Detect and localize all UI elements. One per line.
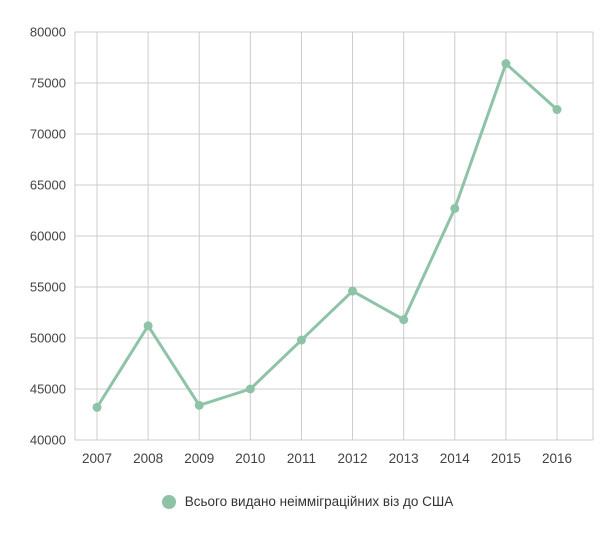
- data-point[interactable]: [552, 105, 562, 115]
- data-point[interactable]: [296, 335, 306, 345]
- x-axis-tick-label: 2014: [440, 451, 471, 466]
- y-axis-tick-label: 55000: [30, 280, 66, 295]
- legend-label: Всього видано неімміграційних віз до США: [184, 494, 454, 509]
- x-axis-tick-label: 2015: [491, 451, 521, 466]
- series-line: [95, 62, 559, 409]
- x-axis-tick-label: 2008: [133, 451, 163, 466]
- x-axis-tick-label: 2010: [235, 451, 265, 466]
- y-axis-tick-label: 70000: [30, 127, 66, 142]
- data-point[interactable]: [399, 315, 409, 325]
- chart-canvas: 40000 45000 50000 55000 60000 65000 70000 75000…: [30, 25, 594, 466]
- y-axis-tick-label: 50000: [30, 331, 66, 346]
- data-point[interactable]: [501, 59, 511, 69]
- data-point[interactable]: [245, 384, 255, 394]
- y-axis-tick-label: 45000: [30, 382, 66, 397]
- y-axis-tick-label: 65000: [30, 178, 66, 193]
- data-point[interactable]: [194, 400, 204, 410]
- y-axis-tick-label: 80000: [30, 25, 66, 40]
- x-axis-tick-label: 2013: [389, 451, 419, 466]
- y-axis-tick-label: 40000: [30, 433, 66, 448]
- data-point[interactable]: [143, 321, 153, 331]
- chart-legend: Всього видано неімміграційних віз до США: [0, 494, 615, 509]
- x-axis-tick-label: 2012: [338, 451, 368, 466]
- x-axis-tick-label: 2007: [82, 451, 112, 466]
- visa-line-chart: 40000 45000 50000 55000 60000 65000 70000 75000…: [0, 25, 615, 509]
- x-axis-tick-label: 2009: [184, 451, 214, 466]
- y-axis-tick-label: 75000: [30, 76, 66, 91]
- legend-swatch-icon: [161, 494, 176, 509]
- data-point[interactable]: [450, 203, 460, 213]
- data-point[interactable]: [92, 402, 102, 412]
- x-axis-tick-label: 2016: [542, 451, 572, 466]
- x-axis-tick-label: 2011: [287, 451, 316, 466]
- data-point[interactable]: [348, 286, 358, 296]
- y-axis-tick-label: 60000: [30, 229, 66, 244]
